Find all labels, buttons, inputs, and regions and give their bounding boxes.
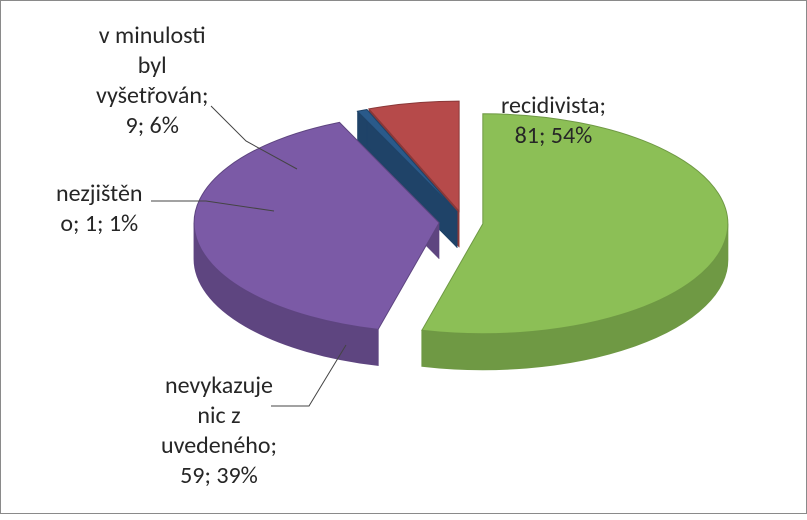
- label-nevykazuje: nevykazuje nic z uvedeného; 59; 39%: [161, 371, 277, 491]
- label-recidivista: recidivista; 81; 54%: [501, 91, 606, 151]
- label-nezjisteno: nezjištěn o; 1; 1%: [56, 179, 143, 239]
- label-vminulosti: v minulosti byl vyšetřován; 9; 6%: [96, 21, 208, 141]
- chart-frame: recidivista; 81; 54% nevykazuje nic z uv…: [0, 0, 807, 514]
